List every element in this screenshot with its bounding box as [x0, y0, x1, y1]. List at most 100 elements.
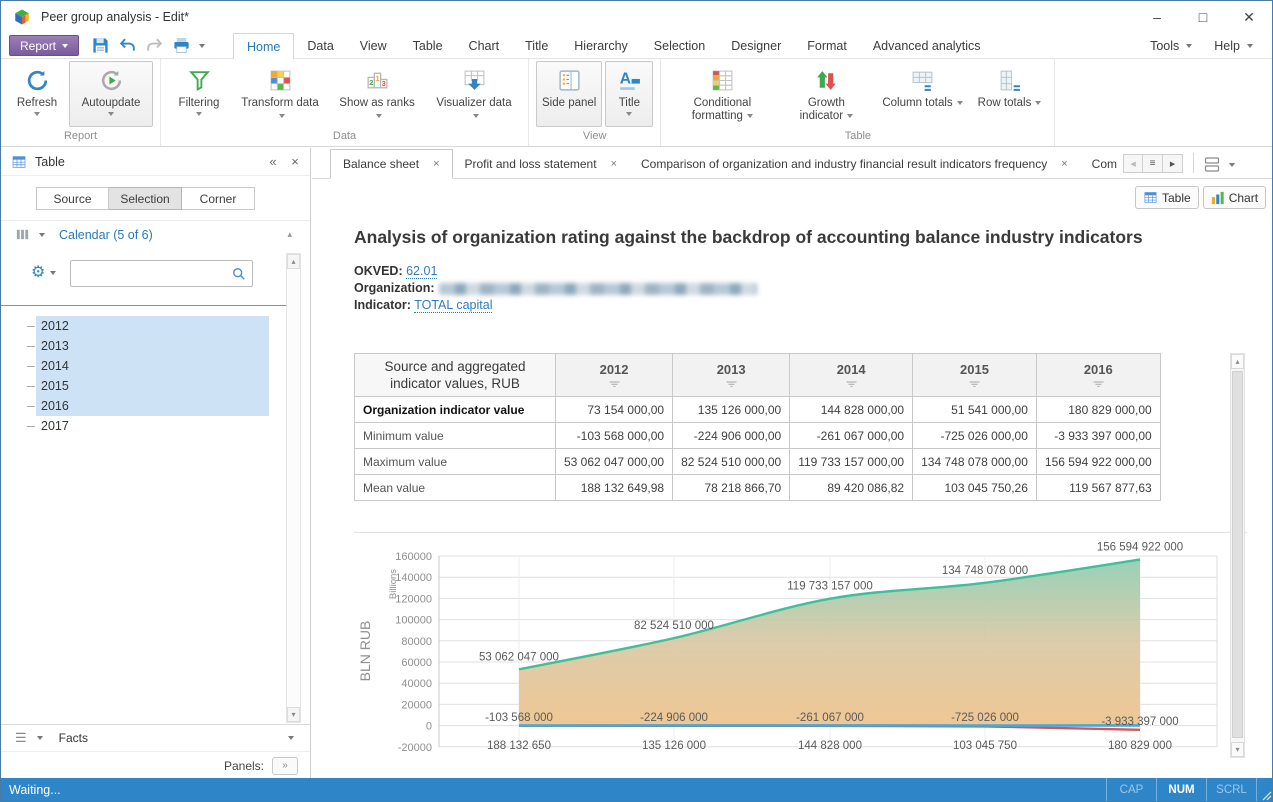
report-menu-button[interactable]: Report — [9, 35, 80, 56]
ribbon: Refresh Autoupdate Report Filtering Tran… — [1, 59, 1272, 147]
scroll-up-icon[interactable]: ▴ — [287, 254, 300, 269]
close-button[interactable]: ✕ — [1243, 8, 1255, 25]
filter-funnel-icon[interactable] — [846, 381, 857, 388]
caret-down-icon — [288, 736, 294, 740]
search-icon[interactable] — [232, 267, 246, 281]
undo-button[interactable] — [118, 36, 137, 55]
qat-dropdown-icon[interactable] — [199, 43, 206, 48]
list-item-2012[interactable]: 2012 — [1, 316, 286, 336]
min-point-label: -261 067 000 — [796, 712, 864, 724]
caret-down-icon — [746, 114, 753, 118]
close-icon[interactable]: × — [610, 158, 618, 170]
table-view-button[interactable]: Table — [1135, 186, 1199, 209]
tab-title[interactable]: Title — [525, 38, 549, 53]
scrollbar-thumb[interactable] — [1232, 371, 1243, 738]
visualizer-data-button[interactable]: Visualizer data — [427, 61, 521, 127]
facts-bar[interactable]: ☰ Facts — [1, 724, 310, 751]
dimension-label[interactable]: Calendar (5 of 6) — [59, 227, 153, 242]
tab-source[interactable]: Source — [36, 187, 109, 210]
caret-down-icon — [1186, 43, 1193, 48]
transform-data-button[interactable]: Transform data — [233, 61, 327, 127]
scroll-down-icon[interactable]: ▾ — [1231, 742, 1244, 757]
panels-expand-button[interactable]: » — [272, 756, 298, 775]
list-item-2013[interactable]: 2013 — [1, 336, 286, 356]
caret-down-icon[interactable] — [39, 232, 45, 237]
settings-button[interactable]: ⚙ — [31, 265, 57, 281]
y-tick-label: 100000 — [395, 615, 432, 627]
columns-icon[interactable] — [15, 227, 30, 242]
print-button[interactable] — [172, 36, 191, 55]
collapse-section-icon[interactable]: ▴ — [287, 229, 292, 239]
redo-button[interactable] — [145, 36, 164, 55]
caret-down-icon — [473, 114, 479, 118]
side-panel-scrollbar[interactable]: ▴ ▾ — [286, 253, 301, 723]
title-button[interactable]: A Title — [605, 61, 654, 127]
year-list: 2012 2013 2014 2015 2016 2017 — [1, 316, 286, 436]
max-point-label: 156 594 922 000 — [1097, 542, 1183, 554]
doc-tab-comparison[interactable]: Comparison of organization and industry … — [641, 157, 1068, 171]
caret-down-icon — [279, 114, 285, 118]
doc-tab-truncated[interactable]: Com — [1091, 157, 1118, 171]
filter-funnel-icon[interactable] — [1093, 381, 1104, 388]
chart-view-button[interactable]: Chart — [1202, 186, 1267, 209]
column-header-2013: 2013 — [672, 353, 791, 397]
nav-right-icon[interactable]: ▶ — [1163, 154, 1184, 173]
tab-home[interactable]: Home — [233, 33, 295, 59]
close-panel-button[interactable]: × — [291, 154, 299, 169]
tools-menu[interactable]: Tools — [1141, 39, 1201, 53]
filter-funnel-icon[interactable] — [969, 381, 980, 388]
minimize-button[interactable]: – — [1153, 9, 1161, 25]
content-scrollbar[interactable]: ▴ ▾ — [1230, 353, 1245, 758]
split-layout-icon — [1204, 157, 1220, 172]
save-button[interactable] — [91, 36, 110, 55]
row-totals-button[interactable]: Row totals — [972, 61, 1048, 127]
list-item-2015[interactable]: 2015 — [1, 376, 286, 396]
search-input[interactable] — [76, 261, 227, 285]
scroll-down-icon[interactable]: ▾ — [287, 707, 300, 722]
tab-list-icon[interactable]: ≡ — [1143, 154, 1164, 173]
column-totals-button[interactable]: Column totals — [876, 61, 968, 127]
tab-view[interactable]: View — [359, 38, 387, 53]
nav-left-icon[interactable]: ◀ — [1123, 154, 1144, 173]
growth-indicator-button[interactable]: Growth indicator — [779, 61, 873, 127]
tab-designer[interactable]: Designer — [731, 38, 782, 53]
close-icon[interactable]: × — [433, 158, 440, 170]
maximize-button[interactable]: □ — [1198, 9, 1208, 25]
tab-table[interactable]: Table — [412, 38, 443, 53]
table-corner-header: Source and aggregated indicator values, … — [354, 353, 556, 397]
list-item-2017[interactable]: 2017 — [1, 416, 286, 436]
conditional-formatting-button[interactable]: Conditional formatting — [668, 61, 776, 127]
filtering-button[interactable]: Filtering — [168, 61, 230, 127]
caret-down-icon — [956, 101, 963, 105]
svg-text:2: 2 — [369, 78, 373, 87]
tab-corner[interactable]: Corner — [182, 187, 255, 210]
tab-advanced-analytics[interactable]: Advanced analytics — [872, 38, 981, 53]
collapse-panel-button[interactable]: « — [269, 154, 277, 169]
indicator-link[interactable]: TOTAL capital — [414, 298, 493, 313]
divider — [354, 532, 1247, 533]
help-menu[interactable]: Help — [1205, 39, 1262, 53]
okved-link[interactable]: 62.01 — [406, 264, 438, 279]
filter-funnel-icon[interactable] — [726, 381, 737, 388]
tab-chart[interactable]: Chart — [468, 38, 500, 53]
list-item-2016[interactable]: 2016 — [1, 396, 286, 416]
caret-down-icon — [34, 112, 40, 116]
okved-line: OKVED: 62.01 — [354, 264, 438, 279]
refresh-button[interactable]: Refresh — [8, 61, 66, 127]
close-icon[interactable]: × — [1061, 158, 1068, 170]
tab-selection[interactable]: Selection — [653, 38, 706, 53]
resize-grip[interactable] — [1256, 778, 1272, 801]
tab-data[interactable]: Data — [307, 38, 334, 53]
list-item-2014[interactable]: 2014 — [1, 356, 286, 376]
filter-funnel-icon[interactable] — [609, 381, 620, 388]
doc-tab-profit-loss[interactable]: Profit and loss statement × — [464, 157, 618, 171]
scroll-up-icon[interactable]: ▴ — [1231, 354, 1244, 369]
layout-button[interactable] — [1204, 157, 1236, 172]
tab-hierarchy[interactable]: Hierarchy — [574, 38, 628, 53]
tab-format[interactable]: Format — [807, 38, 847, 53]
side-panel-button[interactable]: Side panel — [536, 61, 603, 127]
autoupdate-button[interactable]: Autoupdate — [69, 61, 153, 127]
doc-tab-balance-sheet[interactable]: Balance sheet × — [330, 149, 453, 179]
tab-selection[interactable]: Selection — [109, 187, 182, 210]
